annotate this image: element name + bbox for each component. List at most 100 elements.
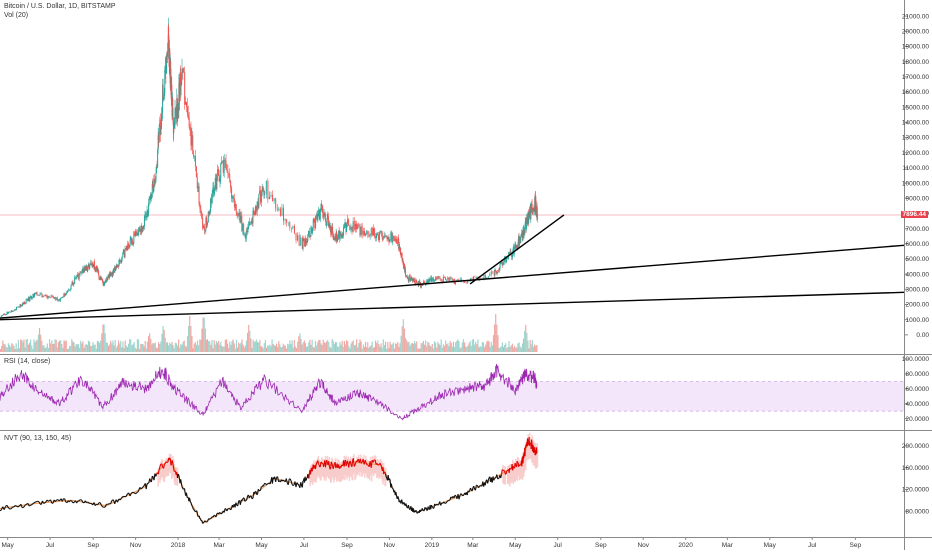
price-candle — [385, 236, 386, 237]
nvt-line — [192, 505, 193, 506]
volume-bar — [75, 347, 76, 352]
price-candle — [223, 161, 224, 173]
price-candle — [368, 235, 369, 237]
price-candle — [242, 224, 243, 231]
volume-bar — [296, 348, 297, 352]
volume-bar — [150, 339, 151, 352]
volume-bar — [533, 347, 534, 352]
nvt-line — [495, 477, 496, 478]
price-candle — [506, 258, 507, 262]
volume-bar — [7, 348, 8, 352]
volume-bar — [309, 340, 310, 352]
volume-bar — [45, 348, 46, 352]
volume-bar — [425, 340, 426, 352]
price-candle — [258, 194, 259, 208]
nvt-line — [38, 501, 39, 502]
price-candle — [374, 228, 375, 236]
volume-bar — [100, 341, 101, 352]
volume-bar — [285, 346, 286, 352]
time-axis-label: Sep — [850, 542, 862, 549]
volume-bar — [8, 343, 9, 352]
nvt-line — [479, 486, 480, 488]
price-candle — [180, 85, 181, 95]
volume-bar — [289, 340, 290, 352]
volume-indicator-label[interactable]: Vol (20) — [4, 12, 28, 19]
volume-bar — [164, 330, 165, 352]
volume-bar — [513, 348, 514, 352]
volume-bar — [397, 342, 398, 352]
volume-bar — [96, 349, 97, 352]
price-candle — [437, 276, 438, 279]
volume-bar — [71, 339, 72, 352]
price-candle — [40, 294, 41, 295]
price-candle — [73, 284, 74, 285]
volume-bar — [89, 342, 90, 352]
nvt-line — [288, 479, 289, 485]
price-candle — [2, 315, 3, 316]
volume-bar — [132, 344, 133, 352]
volume-bar — [177, 346, 178, 352]
nvt-line — [402, 500, 403, 502]
volume-bar — [405, 338, 406, 352]
volume-bar — [37, 340, 38, 352]
price-candle — [390, 232, 391, 240]
volume-bar — [366, 347, 367, 352]
price-candle — [220, 164, 221, 179]
volume-bar — [174, 348, 175, 352]
nvt-line — [324, 464, 325, 467]
price-candle — [283, 208, 284, 221]
price-candle — [57, 297, 58, 300]
price-candle — [300, 237, 301, 245]
time-axis-label: Nov — [130, 542, 142, 549]
nvt-line — [311, 469, 312, 474]
volume-bar — [449, 341, 450, 352]
nvt-line — [331, 462, 332, 464]
nvt-line — [396, 492, 397, 496]
volume-bar — [416, 341, 417, 352]
volume-bar — [279, 344, 280, 352]
volume-bar — [49, 339, 50, 352]
volume-bar — [297, 342, 298, 352]
volume-bar — [216, 341, 217, 352]
nvt-signal-line — [0, 440, 537, 523]
volume-bar — [324, 342, 325, 352]
volume-bar — [376, 343, 377, 352]
volume-bar — [386, 349, 387, 352]
price-candle — [199, 186, 200, 204]
volume-bar — [86, 344, 87, 352]
nvt-line — [404, 502, 405, 505]
nvt-line — [447, 501, 448, 502]
volume-bar — [227, 344, 228, 352]
volume-bar — [4, 344, 5, 352]
volume-bar — [398, 347, 399, 352]
price-axis-label: 1000.00 — [906, 317, 930, 324]
volume-bar — [448, 346, 449, 352]
rsi-indicator-label[interactable]: RSI (14, close) — [4, 358, 50, 365]
nvt-line — [378, 465, 379, 466]
nvt-indicator-label[interactable]: NVT (90, 13, 150, 45) — [4, 435, 71, 442]
volume-bar — [476, 344, 477, 352]
price-candle — [54, 297, 55, 298]
volume-bar — [237, 348, 238, 352]
volume-bar — [536, 345, 537, 352]
price-candle — [236, 204, 237, 213]
volume-bar — [148, 336, 149, 352]
volume-bar — [245, 346, 246, 352]
volume-bar — [437, 342, 438, 352]
time-axis-label: May — [255, 542, 268, 549]
volume-bar — [436, 348, 437, 352]
volume-bar — [258, 343, 259, 352]
price-candle — [43, 296, 44, 298]
volume-bar — [22, 342, 23, 352]
volume-bar — [474, 344, 475, 352]
price-candle — [394, 237, 395, 241]
price-candle — [186, 102, 187, 107]
price-candle — [228, 173, 229, 174]
volume-bar — [534, 345, 535, 352]
nvt-line — [138, 487, 139, 491]
volume-bar — [344, 341, 345, 352]
price-candle — [378, 235, 379, 240]
volume-bar — [357, 348, 358, 352]
